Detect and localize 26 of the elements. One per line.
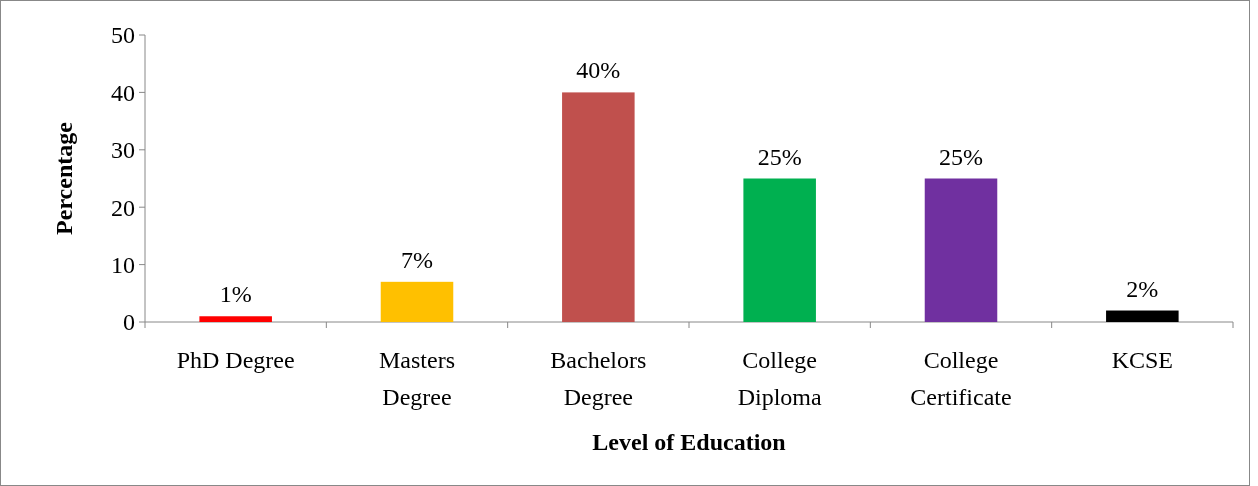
y-tick-label: 50: [111, 22, 135, 49]
data-label: 25%: [757, 143, 802, 170]
x-tick-label: Masters Degree: [379, 347, 455, 410]
data-label: 1%: [219, 281, 252, 308]
y-tick-label: 0: [123, 309, 135, 336]
y-tick-label: 20: [111, 194, 135, 221]
x-axis-title: Level of Education: [592, 429, 786, 455]
y-tick-label: 30: [111, 137, 135, 164]
x-tick-label: Bachelors Degree: [550, 347, 647, 410]
x-tick-label: College Diploma: [737, 347, 822, 410]
bar: [380, 281, 454, 322]
data-label: 2%: [1126, 275, 1159, 302]
y-tick-label: 40: [111, 79, 135, 106]
data-label: 25%: [939, 143, 983, 170]
x-tick-label: KCSE: [1111, 347, 1174, 373]
bar: [199, 316, 272, 322]
x-tick-label: PhD Degree: [176, 347, 295, 373]
bar: [1106, 310, 1179, 322]
data-label: 7%: [401, 246, 433, 273]
y-tick-label: 10: [111, 252, 135, 278]
bar: [924, 178, 998, 322]
x-tick-label: College Certificate: [910, 347, 1012, 410]
bar: [743, 178, 816, 322]
bar: [562, 92, 635, 322]
y-axis-title: Percentage: [51, 121, 77, 235]
data-label: 40%: [576, 57, 621, 84]
